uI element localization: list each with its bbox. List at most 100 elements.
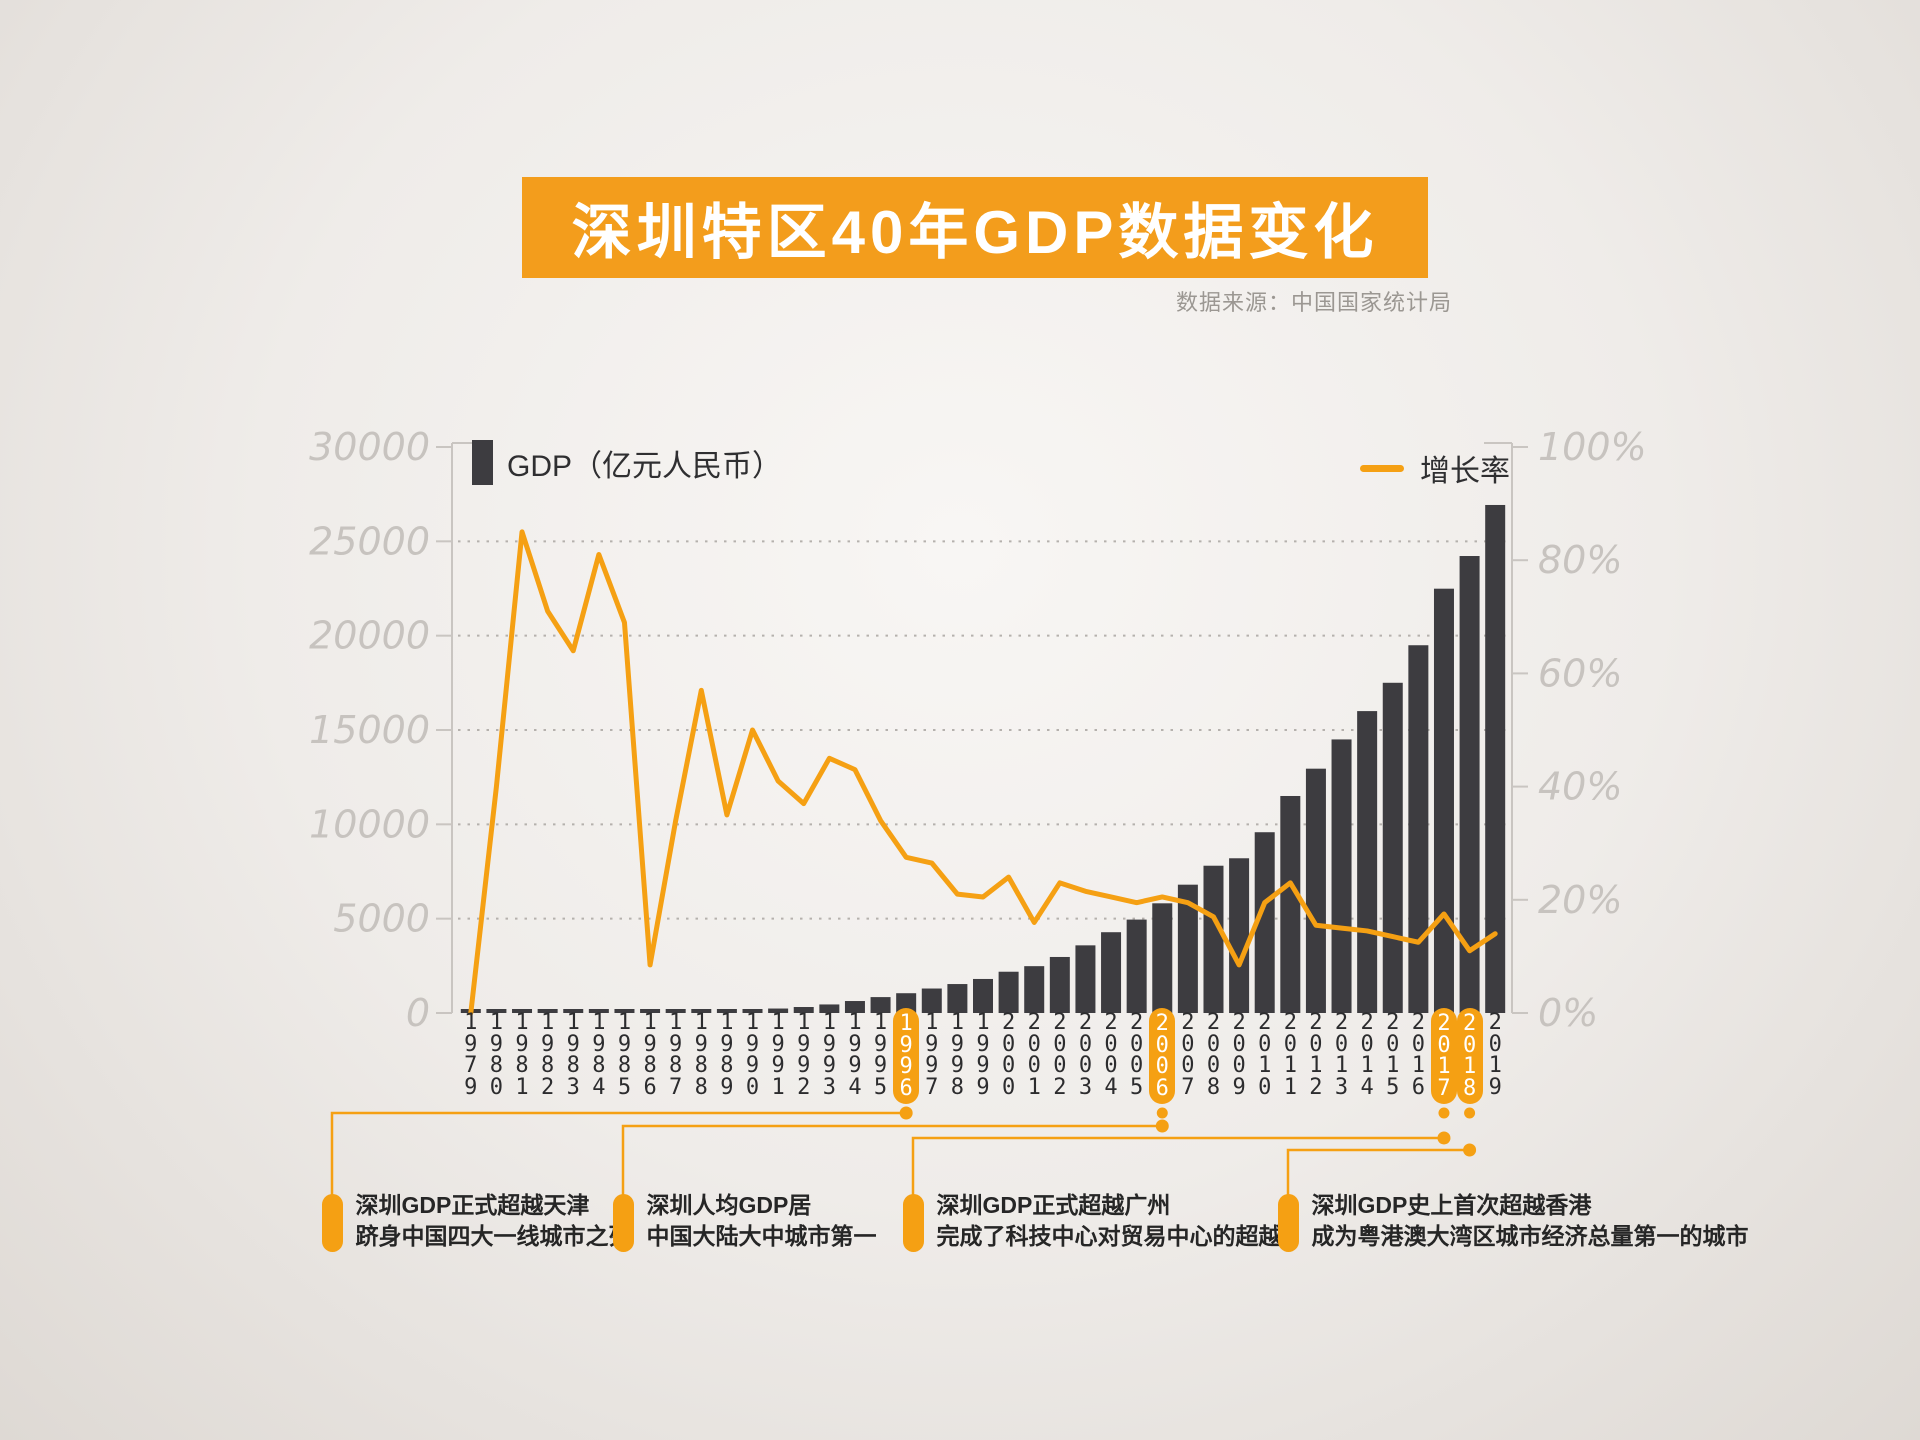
year-pill-dot-2018 xyxy=(1464,1107,1476,1119)
gdp-bar-2016 xyxy=(1408,645,1429,1013)
annotation-connector-dot-2006 xyxy=(1155,1119,1169,1133)
gdp-bar-1984 xyxy=(588,1009,609,1013)
annotation-connector-2017 xyxy=(911,1136,1444,1196)
left-axis-label: 0 xyxy=(406,991,430,1035)
right-axis-label: 60% xyxy=(1538,651,1622,695)
right-axis-label: 20% xyxy=(1538,878,1622,922)
annotation-marker-icon xyxy=(902,1194,924,1252)
gdp-bar-2013 xyxy=(1331,739,1352,1013)
growth-rate-line xyxy=(468,529,1498,1016)
gdp-bar-1983 xyxy=(563,1009,584,1013)
right-axis-label: 40% xyxy=(1538,765,1622,809)
left-axis-label: 5000 xyxy=(333,897,430,941)
gdp-bar-1999 xyxy=(973,978,993,1013)
gdp-bar-2014 xyxy=(1357,711,1378,1013)
annotation-marker-icon xyxy=(1277,1194,1299,1252)
growth-line-swatch-icon xyxy=(1360,464,1404,472)
gdp-bar-2018 xyxy=(1459,556,1480,1013)
left-axis-label: 25000 xyxy=(309,519,430,563)
annotation-text: 深圳人均GDP居 中国大陆大中城市第一 xyxy=(646,1192,877,1249)
gdp-bar-2005 xyxy=(1126,919,1147,1013)
gdp-bar-1980 xyxy=(486,1009,507,1013)
gdp-bar-swatch-icon xyxy=(472,440,493,485)
gdp-bar-1988 xyxy=(691,1009,712,1013)
gdp-bar-1987 xyxy=(665,1009,686,1013)
gdp-bar-1994 xyxy=(844,1001,865,1013)
gdp-bar-1993 xyxy=(819,1004,840,1013)
legend-gdp: GDP（亿元人民币） xyxy=(472,440,782,485)
title-banner: 深圳特区40年GDP数据变化 xyxy=(522,177,1428,278)
gdp-bar-2002 xyxy=(1049,956,1070,1013)
annotation-connector-dot-1996 xyxy=(899,1106,913,1120)
annotation-marker-icon xyxy=(321,1194,343,1252)
gdp-bar-2003 xyxy=(1075,945,1096,1013)
gdp-bar-2000 xyxy=(998,971,1019,1013)
annotation-text: 深圳GDP正式超越广州 完成了科技中心对贸易中心的超越 xyxy=(936,1192,1282,1249)
gdp-bar-2012 xyxy=(1305,768,1326,1013)
annotation-connector-2006 xyxy=(621,1124,1163,1196)
gdp-bar-1981 xyxy=(512,1009,533,1013)
annotation-marker-icon xyxy=(612,1194,634,1252)
gdp-bar-2019 xyxy=(1485,504,1506,1013)
right-axis-label: 80% xyxy=(1538,538,1622,582)
gdp-bar-1991 xyxy=(768,1008,789,1013)
gdp-bar-2010 xyxy=(1254,832,1275,1013)
annotation-connector-2018 xyxy=(1286,1148,1470,1196)
legend-growth-rate: 增长率 xyxy=(1360,446,1510,490)
right-axis-label: 100% xyxy=(1538,425,1647,469)
legend-gdp-label: GDP（亿元人民币） xyxy=(507,449,783,483)
annotation-text: 深圳GDP正式超越天津 跻身中国四大一线城市之列 xyxy=(355,1192,632,1249)
annotation-connector-dot-2017 xyxy=(1437,1131,1451,1145)
left-axis-label: 20000 xyxy=(309,614,430,658)
gdp-bar-2011 xyxy=(1280,795,1301,1013)
gdp-bar-2015 xyxy=(1382,682,1403,1013)
gdp-bar-2009 xyxy=(1229,858,1250,1013)
annotation-connector-dot-2018 xyxy=(1463,1143,1477,1157)
gdp-bar-2001 xyxy=(1024,966,1045,1013)
year-pill-dot-2006 xyxy=(1156,1107,1168,1119)
left-axis-label: 30000 xyxy=(309,425,430,469)
annotation-2006: 深圳人均GDP居 中国大陆大中城市第一 xyxy=(612,1190,877,1252)
page-title: 深圳特区40年GDP数据变化 xyxy=(571,199,1379,266)
gdp-bar-1992 xyxy=(793,1007,814,1013)
gdp-bar-2008 xyxy=(1203,865,1224,1013)
gdp-bar-1990 xyxy=(742,1009,763,1013)
data-source-note: 数据来源：中国国家统计局 xyxy=(1175,290,1452,315)
gdp-bar-1985 xyxy=(614,1009,635,1013)
